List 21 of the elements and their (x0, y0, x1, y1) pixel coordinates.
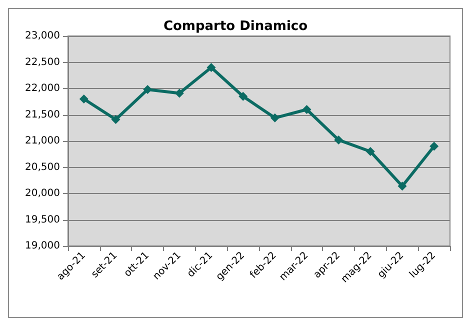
point (334, 135, 344, 144)
y-tick-label: 21,500 (25, 109, 60, 120)
y-tick-label: 19,500 (25, 214, 60, 226)
y-tick-label: 22,000 (25, 83, 60, 94)
point (79, 94, 88, 104)
point (366, 147, 375, 156)
point (398, 182, 407, 191)
point (206, 63, 216, 72)
y-tick-label: 20,500 (25, 162, 60, 173)
point (302, 105, 312, 114)
y-tick-label: 21,000 (25, 136, 60, 146)
chart-title: Comparto Dinamico (163, 19, 308, 34)
point (111, 114, 120, 124)
y-tick-label: 19,000 (25, 240, 60, 252)
y-tick-label: 20,000 (25, 188, 60, 199)
point (174, 88, 184, 98)
point (430, 142, 439, 151)
y-tick-label: 23,000 (25, 30, 60, 42)
point (238, 92, 248, 101)
y-tick-label: 22,500 (25, 56, 60, 68)
point (270, 113, 280, 122)
